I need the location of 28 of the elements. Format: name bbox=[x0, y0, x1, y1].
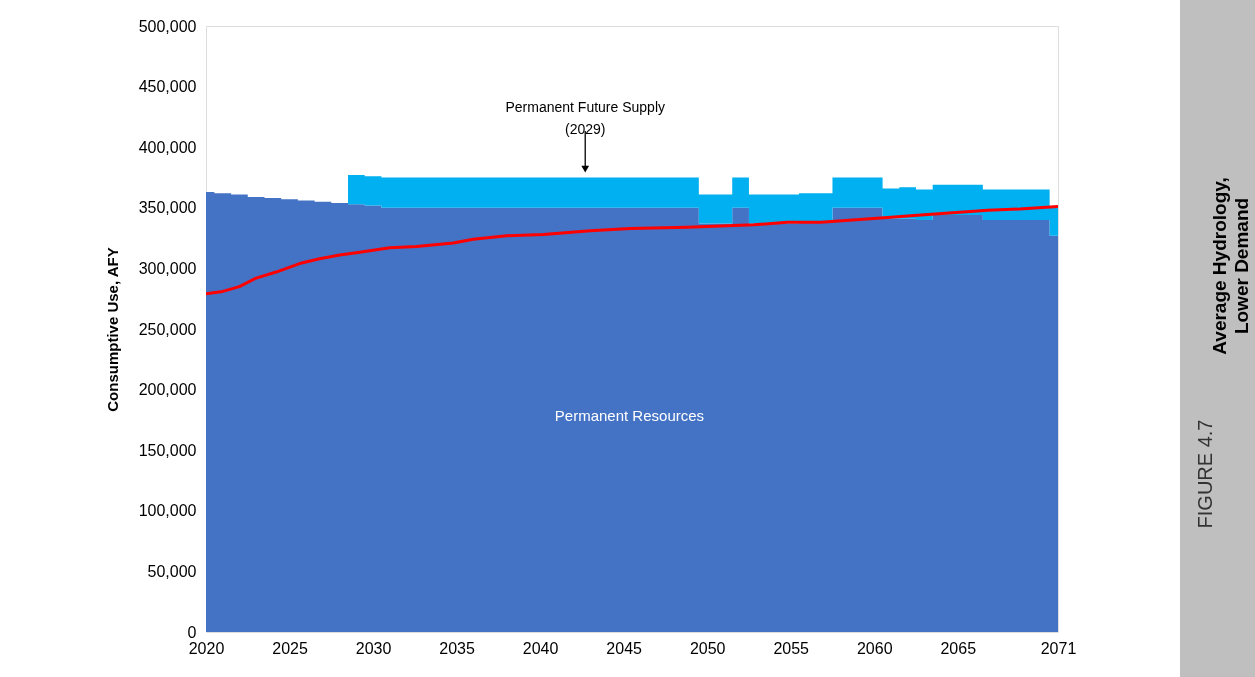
x-tick-label: 2045 bbox=[606, 639, 643, 657]
x-tick-label: 2035 bbox=[439, 639, 475, 657]
x-tick-label: 2050 bbox=[689, 639, 726, 657]
text: Average Hydrology, Lower Demand bbox=[1209, 177, 1252, 355]
line-series bbox=[206, 205, 1058, 296]
y-tick-label: 450,000 bbox=[138, 78, 197, 96]
x-tick-label: 2025 bbox=[272, 639, 308, 657]
x-tick-label: 2055 bbox=[773, 639, 810, 657]
y-tick-label: 250,000 bbox=[138, 320, 197, 338]
y-axis-title: Consumptive Use, AFY bbox=[103, 247, 121, 412]
y-tick-label: 0 bbox=[187, 623, 197, 641]
x-tick-label: 2030 bbox=[355, 639, 392, 657]
annotation: Permanent Resources bbox=[554, 406, 705, 424]
y-tick-label: 50,000 bbox=[147, 562, 197, 580]
y-tick-label: 350,000 bbox=[138, 199, 197, 217]
x-tick-label: 2060 bbox=[856, 639, 893, 657]
y-tick-label: 200,000 bbox=[138, 381, 197, 399]
text: FIGURE 4.7 bbox=[1194, 419, 1216, 529]
y-tick-label: 400,000 bbox=[138, 138, 197, 156]
y-tick-label: 100,000 bbox=[138, 502, 197, 520]
x-tick-label: 2065 bbox=[940, 639, 977, 657]
x-tick-label: 2071 bbox=[1040, 639, 1077, 657]
y-tick-label: 500,000 bbox=[138, 17, 197, 35]
y-tick-label: 150,000 bbox=[138, 441, 197, 459]
x-tick-label: 2020 bbox=[188, 639, 225, 657]
x-tick-label: 2040 bbox=[522, 639, 559, 657]
annotation: Permanent Future Supply (2029) bbox=[505, 99, 665, 138]
y-tick-label: 300,000 bbox=[138, 259, 197, 277]
